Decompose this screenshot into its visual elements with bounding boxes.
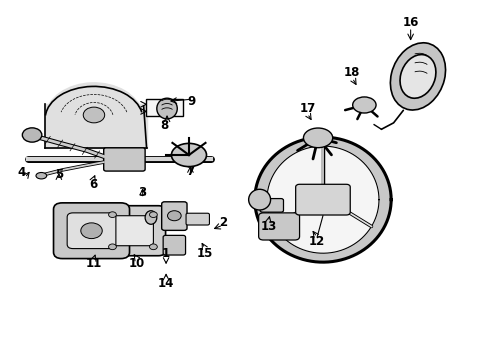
Text: 17: 17 bbox=[299, 102, 316, 115]
FancyBboxPatch shape bbox=[104, 148, 145, 171]
FancyBboxPatch shape bbox=[260, 199, 284, 212]
Circle shape bbox=[83, 107, 105, 123]
Text: 5: 5 bbox=[55, 168, 63, 181]
Text: 15: 15 bbox=[197, 247, 213, 260]
Circle shape bbox=[149, 244, 157, 249]
Polygon shape bbox=[255, 137, 391, 262]
Circle shape bbox=[23, 128, 42, 142]
Text: 8: 8 bbox=[161, 119, 169, 132]
Polygon shape bbox=[45, 104, 147, 148]
Ellipse shape bbox=[400, 55, 436, 98]
Ellipse shape bbox=[391, 43, 445, 110]
Text: 11: 11 bbox=[86, 257, 102, 270]
Ellipse shape bbox=[303, 128, 333, 148]
Circle shape bbox=[149, 212, 157, 217]
Circle shape bbox=[168, 211, 181, 221]
FancyBboxPatch shape bbox=[146, 99, 183, 116]
FancyBboxPatch shape bbox=[162, 202, 187, 230]
Ellipse shape bbox=[145, 211, 157, 224]
FancyBboxPatch shape bbox=[100, 206, 166, 256]
FancyBboxPatch shape bbox=[113, 216, 153, 246]
Circle shape bbox=[81, 223, 102, 239]
FancyBboxPatch shape bbox=[186, 213, 209, 225]
Circle shape bbox=[109, 244, 116, 249]
Circle shape bbox=[304, 186, 342, 213]
FancyBboxPatch shape bbox=[163, 235, 186, 255]
Polygon shape bbox=[267, 146, 379, 253]
FancyBboxPatch shape bbox=[53, 203, 129, 258]
Text: 2: 2 bbox=[219, 216, 227, 229]
Wedge shape bbox=[45, 82, 143, 118]
Ellipse shape bbox=[353, 97, 376, 113]
Ellipse shape bbox=[172, 143, 206, 167]
Text: 18: 18 bbox=[344, 66, 360, 79]
Text: 14: 14 bbox=[158, 277, 174, 290]
Text: 6: 6 bbox=[89, 178, 97, 191]
Text: 1: 1 bbox=[162, 247, 170, 260]
Text: 4: 4 bbox=[18, 166, 26, 179]
Text: 9: 9 bbox=[187, 95, 196, 108]
Circle shape bbox=[109, 212, 116, 217]
Text: 16: 16 bbox=[402, 16, 419, 29]
Text: 12: 12 bbox=[309, 235, 325, 248]
Text: 3: 3 bbox=[139, 186, 147, 199]
Ellipse shape bbox=[157, 98, 177, 119]
FancyBboxPatch shape bbox=[259, 213, 299, 240]
Ellipse shape bbox=[248, 189, 270, 210]
FancyBboxPatch shape bbox=[67, 213, 116, 249]
Text: 10: 10 bbox=[129, 257, 145, 270]
Text: 13: 13 bbox=[260, 220, 276, 233]
FancyBboxPatch shape bbox=[295, 184, 350, 215]
Text: 7: 7 bbox=[186, 165, 195, 177]
Ellipse shape bbox=[36, 172, 47, 179]
